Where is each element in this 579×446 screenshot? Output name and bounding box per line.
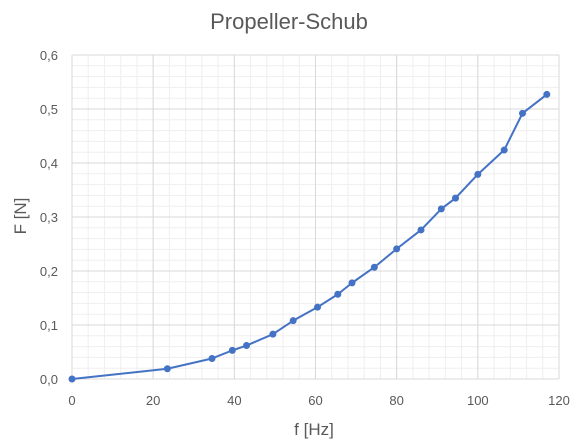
x-tick-label: 40 [227, 393, 241, 408]
y-tick-label: 0,5 [40, 102, 58, 117]
data-point [393, 245, 401, 253]
y-tick-label: 0,4 [40, 156, 58, 171]
x-axis-label: f [Hz] [294, 420, 334, 439]
y-axis-label: F [N] [11, 198, 30, 235]
data-point [370, 263, 378, 271]
series-layer [68, 90, 551, 383]
data-point [269, 330, 277, 338]
x-tick-label: 20 [146, 393, 160, 408]
x-tick-label: 0 [68, 393, 75, 408]
data-point [452, 194, 460, 202]
y-tick-label: 0,0 [40, 372, 58, 387]
x-tick-label: 120 [548, 393, 570, 408]
x-tick-label: 80 [389, 393, 403, 408]
data-point [518, 109, 526, 117]
data-point [208, 354, 216, 362]
chart-title: Propeller-Schub [210, 9, 368, 34]
data-point [243, 342, 251, 350]
data-point [543, 90, 551, 98]
data-point [437, 205, 445, 213]
data-point [289, 317, 297, 325]
data-point [163, 365, 171, 373]
x-tick-label: 60 [308, 393, 322, 408]
data-point [334, 290, 342, 298]
major-gridlines [71, 54, 560, 380]
data-point [417, 226, 425, 234]
y-tick-label: 0,3 [40, 210, 58, 225]
y-tick-label: 0,1 [40, 318, 58, 333]
data-point [228, 346, 236, 354]
tick-labels: 0 20 40 60 80 100 120 0,0 0,1 0,2 0,3 0,4 0,5 0,6 [40, 48, 570, 408]
data-point [68, 375, 76, 383]
data-point [314, 303, 322, 311]
x-tick-label: 100 [467, 393, 489, 408]
data-point [500, 146, 508, 154]
data-point [348, 279, 356, 287]
data-point [474, 170, 482, 178]
y-tick-label: 0,6 [40, 48, 58, 63]
series-line [71, 93, 548, 380]
y-tick-label: 0,2 [40, 264, 58, 279]
